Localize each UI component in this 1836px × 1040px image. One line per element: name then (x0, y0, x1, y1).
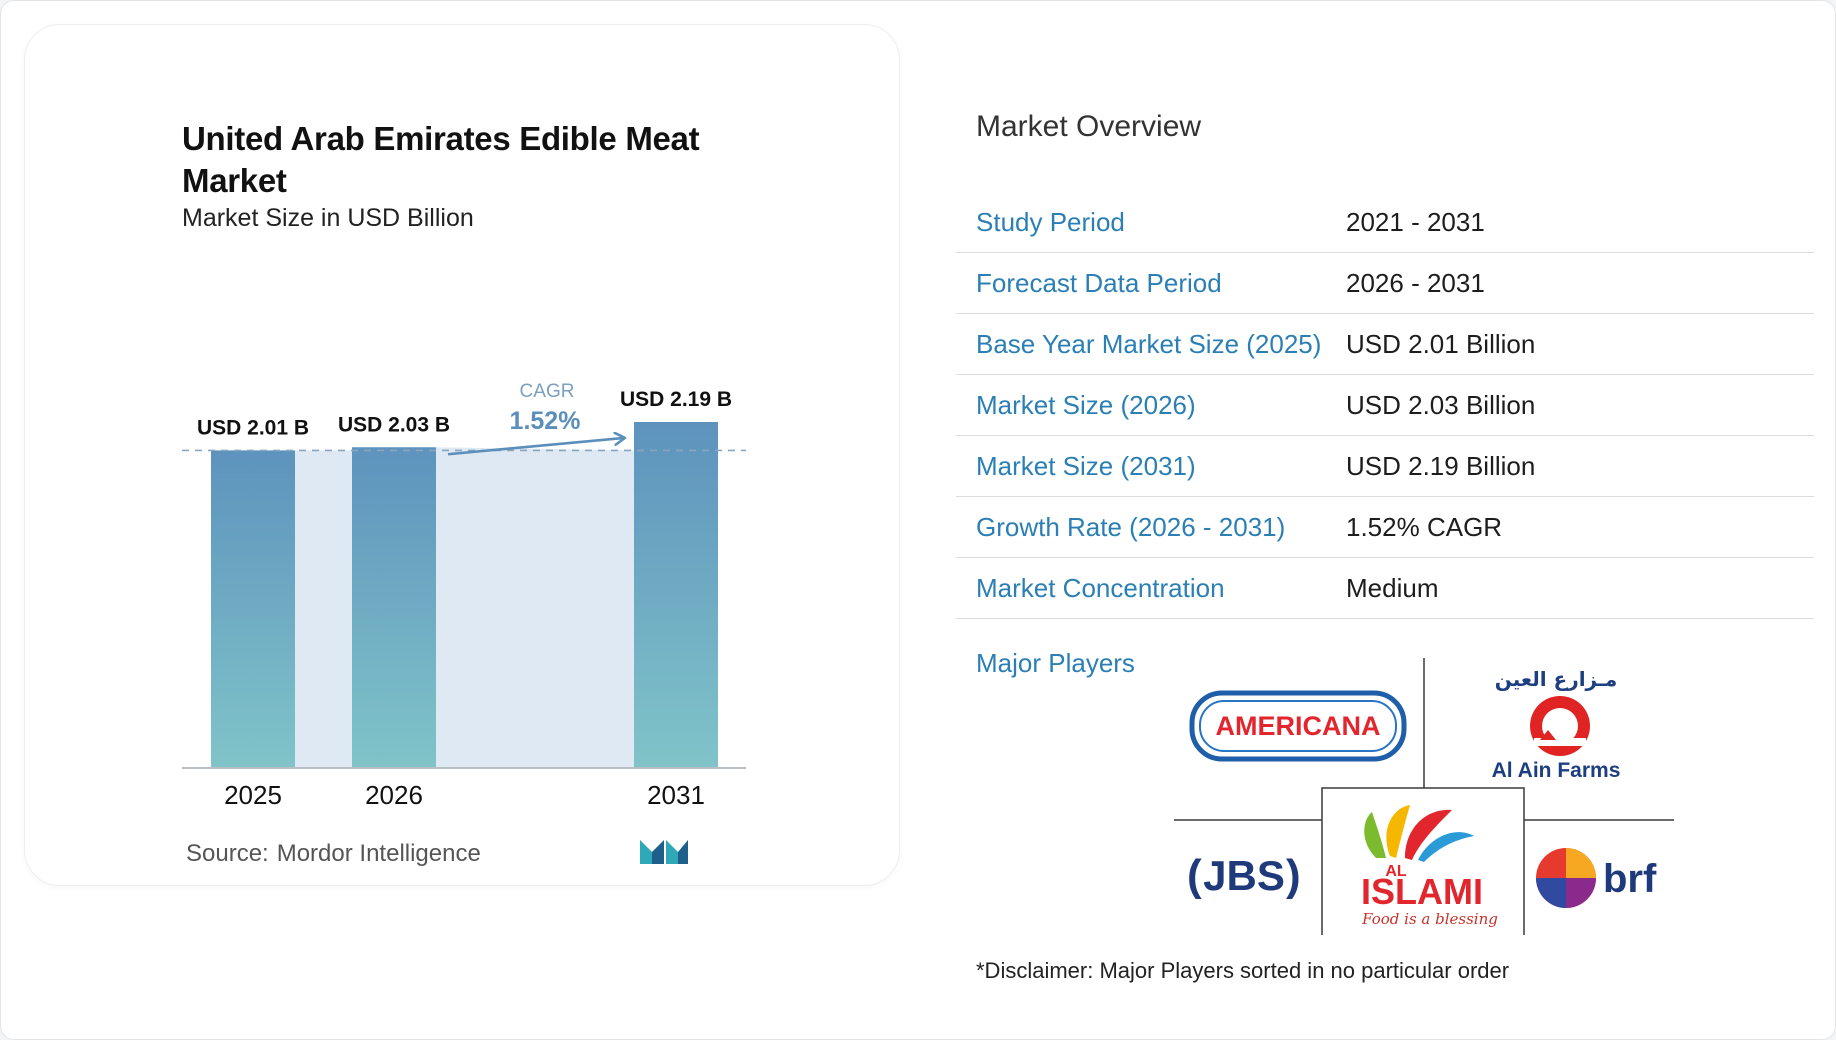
cagr-arrow (447, 438, 624, 456)
overview-row-growth-rate: Growth Rate (2026 - 2031) 1.52% CAGR (956, 497, 1814, 558)
overview-label: Study Period (976, 206, 1125, 237)
market-overview-table: Study Period 2021 - 2031 Forecast Data P… (956, 192, 1814, 619)
overview-row-forecast-period: Forecast Data Period 2026 - 2031 (956, 253, 1814, 314)
major-players-label: Major Players (976, 648, 1135, 678)
overview-label: Base Year Market Size (2025) (976, 328, 1322, 359)
cagr-label: CAGR (520, 381, 575, 402)
overview-value: 2026 - 2031 (1346, 267, 1485, 298)
source-line: Source: Mordor Intelligence (186, 840, 481, 868)
overview-value: Medium (1346, 572, 1439, 603)
value-label-2026: USD 2.03 B (338, 413, 450, 436)
overview-row-size-2031: Market Size (2031) USD 2.19 Billion (956, 436, 1814, 497)
overview-value: USD 2.03 Billion (1346, 389, 1536, 420)
source-label: Source: (186, 840, 269, 867)
band-2026-2031 (436, 447, 634, 768)
overview-row-base-year-size: Base Year Market Size (2025) USD 2.01 Bi… (956, 314, 1814, 375)
disclaimer: *Disclaimer: Major Players sorted in no … (976, 958, 1510, 983)
overview-label: Market Concentration (976, 572, 1225, 603)
overview-value: 1.52% CAGR (1346, 511, 1503, 542)
x-tick-label-2031: 2031 (647, 780, 705, 810)
overview-label: Growth Rate (2026 - 2031) (976, 511, 1286, 542)
overview-label: Market Size (2026) (976, 389, 1196, 420)
bar-chart: USD 2.01 B USD 2.03 B USD 2.19 B 2025 2026 2… (182, 381, 746, 810)
overview-value: USD 2.19 Billion (1346, 450, 1536, 481)
overview-value: USD 2.01 Billion (1346, 328, 1536, 359)
overview-label: Forecast Data Period (976, 267, 1222, 298)
chart-title: United Arab Emirates Edible Meat Market (182, 120, 700, 199)
overview-row-study-period: Study Period 2021 - 2031 (956, 192, 1814, 253)
source-name: Mordor Intelligence (276, 840, 481, 867)
cagr-value: 1.52% (510, 407, 581, 435)
overview-row-concentration: Market Concentration Medium (956, 558, 1814, 619)
bar-2031 (634, 421, 718, 768)
market-overview-title: Market Overview (976, 110, 1202, 143)
mordor-intelligence-logo (640, 840, 688, 864)
bar-2025 (211, 450, 295, 768)
x-tick-label-2025: 2025 (224, 780, 282, 810)
value-label-2025: USD 2.01 B (197, 416, 309, 439)
overview-label: Market Size (2031) (976, 450, 1196, 481)
band-2025-2026 (295, 450, 352, 768)
overview-value: 2021 - 2031 (1346, 206, 1485, 237)
bar-2026 (352, 447, 436, 768)
x-tick-label-2026: 2026 (365, 780, 423, 810)
chart-subtitle: Market Size in USD Billion (182, 204, 474, 232)
overview-row-size-2026: Market Size (2026) USD 2.03 Billion (956, 375, 1814, 436)
value-label-2031: USD 2.19 B (620, 388, 732, 411)
